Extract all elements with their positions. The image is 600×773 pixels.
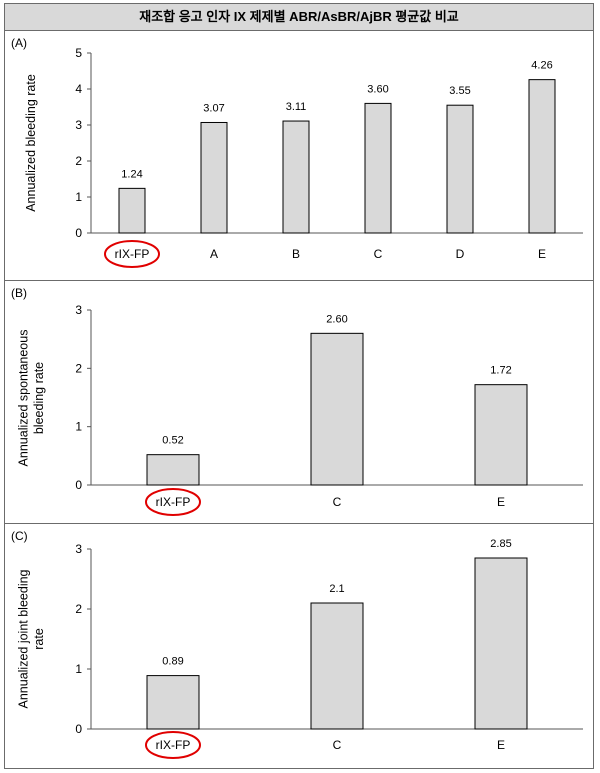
highlight-ring [145, 488, 201, 516]
bar [310, 332, 364, 486]
panel-label: (C) [11, 529, 28, 543]
category-label: A [210, 247, 218, 261]
y-tick-label: 0 [75, 722, 82, 736]
y-tick-label: 1 [75, 420, 82, 434]
data-label: 2.85 [490, 538, 511, 550]
y-tick-label: 1 [75, 662, 82, 676]
y-axis-label: Annualized bleeding rate [24, 74, 38, 212]
data-label: 0.52 [162, 435, 183, 447]
data-label: 1.24 [121, 168, 142, 180]
bar [200, 121, 228, 234]
category-label: E [497, 495, 505, 509]
y-axis-label: Annualized joint bleeding rate [16, 569, 46, 708]
data-label: 2.60 [326, 313, 347, 325]
y-tick-label: 0 [75, 478, 82, 492]
category-label: rIX-FP [156, 495, 191, 509]
y-axis-label-line: bleeding rate [32, 362, 46, 434]
bar [364, 102, 392, 234]
category-label: E [538, 247, 546, 261]
data-label: 3.11 [286, 101, 307, 113]
y-tick-label: 1 [75, 190, 82, 204]
y-tick-label: 0 [75, 226, 82, 240]
data-label: 3.60 [367, 83, 388, 95]
category-label: E [497, 738, 505, 752]
y-axis-label-line: rate [32, 628, 46, 650]
panel-label: (B) [11, 286, 27, 300]
y-tick-label: 3 [75, 303, 82, 317]
data-label: 4.26 [531, 60, 552, 72]
bar [118, 187, 146, 234]
figure-title: 재조합 응고 인자 IX 제제별 ABR/AsBR/AjBR 평균값 비교 [5, 4, 593, 31]
bar [146, 454, 200, 486]
y-axis-label-line: Annualized joint bleeding [16, 569, 30, 708]
bar [446, 104, 474, 234]
y-axis-label-line: Annualized spontaneous [16, 330, 30, 467]
bar [146, 675, 200, 730]
data-label: 2.1 [329, 583, 344, 595]
bar [474, 384, 528, 486]
data-label: 1.72 [490, 365, 511, 377]
category-label: rIX-FP [156, 738, 191, 752]
bar [310, 602, 364, 730]
chart-a: (A) 0 1 2 3 4 5 Annualized bleeding rate 1.24 rIX… [11, 36, 583, 268]
data-label: 3.07 [203, 102, 224, 114]
y-tick-label: 2 [75, 361, 82, 375]
panel-b: (B) 0 1 2 3 Annualized spontaneous bleeding ra… [5, 281, 593, 524]
category-label: C [374, 247, 383, 261]
category-label: rIX-FP [115, 247, 150, 261]
data-label: 0.89 [162, 656, 183, 668]
category-label: C [333, 738, 342, 752]
category-label: D [456, 247, 465, 261]
y-tick-label: 3 [75, 118, 82, 132]
bar [282, 120, 310, 234]
panel-a: (A) 0 1 2 3 4 5 Annualized bleeding rate 1.24 rIX… [5, 31, 593, 281]
chart-c: (C) 0 1 2 3 Annualized joint bleeding rate 0.89… [11, 529, 583, 759]
y-tick-label: 4 [75, 82, 82, 96]
bar [474, 557, 528, 730]
highlight-ring [145, 731, 201, 759]
highlight-ring [104, 240, 160, 268]
category-label: C [333, 495, 342, 509]
y-axis-label-line: Annualized bleeding rate [24, 74, 38, 212]
chart-b: (B) 0 1 2 3 Annualized spontaneous bleeding ra… [11, 286, 583, 516]
y-tick-label: 2 [75, 602, 82, 616]
y-tick-label: 5 [75, 46, 82, 60]
panel-label: (A) [11, 36, 27, 50]
y-tick-label: 3 [75, 542, 82, 556]
y-tick-label: 2 [75, 154, 82, 168]
category-label: B [292, 247, 300, 261]
bar [528, 79, 556, 234]
panel-c: (C) 0 1 2 3 Annualized joint bleeding rate 0.89… [5, 524, 593, 769]
data-label: 3.55 [449, 85, 470, 97]
y-axis-label: Annualized spontaneous bleeding rate [16, 330, 46, 467]
figure-frame: 재조합 응고 인자 IX 제제별 ABR/AsBR/AjBR 평균값 비교 (A… [4, 3, 594, 769]
